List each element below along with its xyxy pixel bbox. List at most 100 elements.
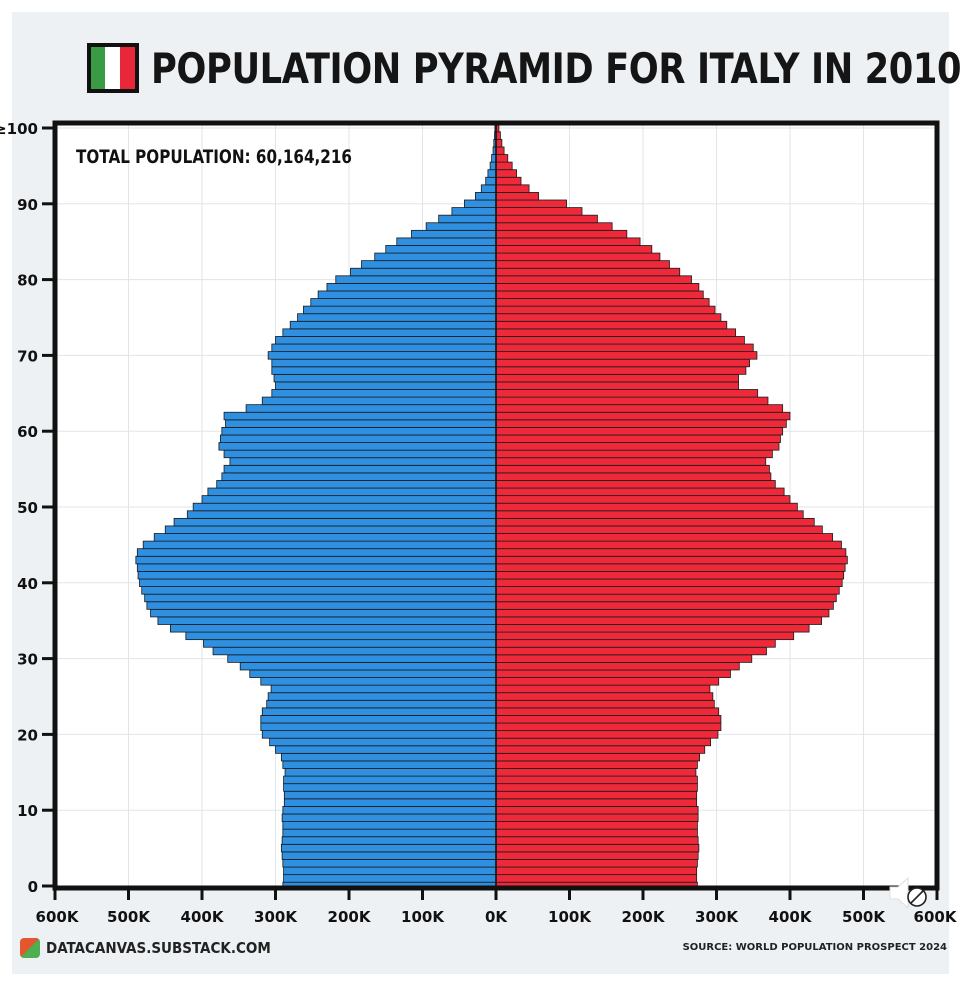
y-tick-label: 10: [17, 802, 38, 820]
female-bar: [496, 829, 697, 837]
female-bar: [496, 731, 718, 739]
source-note: SOURCE: WORLD POPULATION PROSPECT 2024: [683, 942, 947, 953]
female-bar: [496, 382, 739, 390]
female-bar: [496, 450, 772, 458]
female-bar: [496, 480, 775, 488]
female-bar: [496, 594, 836, 602]
male-bar: [219, 443, 496, 451]
brand-link[interactable]: DATACANVAS.SUBSTACK.COM: [46, 939, 271, 957]
female-bar: [496, 799, 697, 807]
male-bar: [174, 518, 496, 526]
female-bar: [496, 602, 833, 610]
female-bar: [496, 435, 780, 443]
y-tick-label: 80: [17, 272, 38, 290]
female-bar: [496, 806, 698, 814]
male-bar: [283, 829, 496, 837]
male-bar: [375, 253, 496, 261]
female-bar: [496, 624, 809, 632]
female-bar: [496, 412, 790, 420]
male-bar: [143, 541, 496, 549]
female-bar: [496, 192, 539, 200]
male-bar: [490, 162, 496, 170]
male-bar: [281, 753, 496, 761]
female-bar: [496, 299, 709, 307]
female-bar: [496, 427, 783, 435]
speaker-icon[interactable]: [884, 870, 930, 916]
y-tick-label: 40: [17, 575, 38, 593]
male-bar: [464, 200, 496, 208]
female-bar: [496, 367, 746, 375]
female-bar: [496, 291, 703, 299]
male-bar: [361, 261, 496, 269]
male-bar: [272, 367, 496, 375]
x-tick-label: 200K: [622, 908, 666, 926]
male-bar: [261, 723, 496, 731]
male-bar: [281, 844, 496, 852]
male-bar: [154, 534, 496, 542]
female-bar: [496, 526, 822, 534]
male-bar: [311, 299, 496, 307]
brand[interactable]: DATACANVAS.SUBSTACK.COM: [20, 938, 271, 958]
female-bar: [496, 875, 697, 883]
female-bar: [496, 556, 847, 564]
female-bar: [496, 238, 640, 246]
female-bar: [496, 336, 744, 344]
female-bar: [496, 617, 822, 625]
male-bar: [397, 238, 496, 246]
male-bar: [290, 321, 496, 329]
male-bar: [283, 859, 496, 867]
male-bar: [276, 336, 497, 344]
male-bar: [283, 329, 496, 337]
male-bar: [272, 344, 496, 352]
female-bar: [496, 700, 714, 708]
y-tick-label: 20: [17, 726, 38, 744]
female-bar: [496, 579, 842, 587]
female-bar: [496, 632, 794, 640]
female-bar: [496, 776, 697, 784]
male-bar: [136, 556, 496, 564]
female-bar: [496, 488, 784, 496]
female-bar: [496, 647, 766, 655]
female-bar: [496, 147, 504, 155]
male-bar: [220, 435, 496, 443]
x-tick-label: 400K: [769, 908, 813, 926]
female-bar: [496, 784, 697, 792]
female-bar: [496, 139, 502, 147]
male-bar: [298, 314, 496, 322]
female-bar: [496, 496, 790, 504]
female-bar: [496, 458, 766, 466]
female-bar: [496, 753, 700, 761]
male-bar: [282, 837, 496, 845]
female-bar: [496, 329, 736, 337]
male-bar: [193, 503, 496, 511]
female-bar: [496, 814, 698, 822]
female-bar: [496, 465, 769, 473]
male-bar: [187, 511, 496, 519]
female-bar: [496, 200, 567, 208]
female-bar: [496, 443, 779, 451]
female-bar: [496, 534, 833, 542]
y-tick-label: 90: [17, 196, 38, 214]
x-tick-label: 300K: [695, 908, 739, 926]
male-bar: [140, 579, 496, 587]
female-bar: [496, 245, 652, 253]
y-tick-label: 50: [17, 499, 38, 517]
female-bar: [496, 170, 517, 178]
male-bar: [284, 784, 496, 792]
male-bar: [426, 223, 496, 231]
y-tick-label: 0: [28, 878, 38, 896]
male-bar: [284, 799, 496, 807]
female-bar: [496, 571, 844, 579]
y-tick-label: 60: [17, 423, 38, 441]
x-tick-label: 300K: [254, 908, 298, 926]
x-tick-label: 600K: [36, 908, 80, 926]
male-bar: [224, 412, 496, 420]
female-bar: [496, 791, 697, 799]
male-bar: [475, 192, 496, 200]
male-bar: [230, 458, 496, 466]
male-bar: [151, 609, 496, 617]
female-bar: [496, 549, 846, 557]
male-bar: [261, 715, 496, 723]
male-bar: [250, 670, 496, 678]
male-bar: [386, 245, 496, 253]
